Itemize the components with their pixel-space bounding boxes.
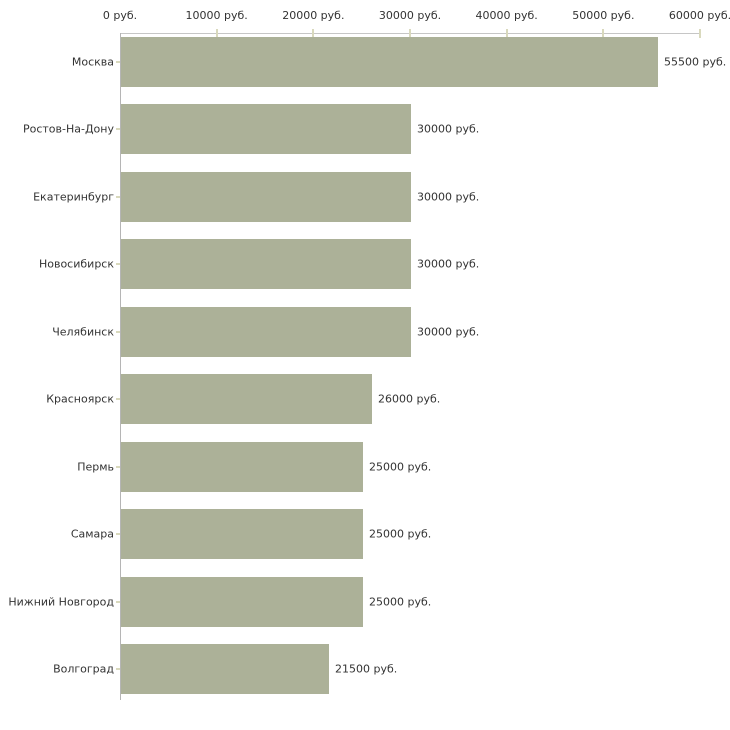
bar — [121, 171, 411, 222]
category-label: Челябинск — [52, 325, 114, 338]
bar — [121, 104, 411, 154]
bar — [121, 509, 363, 559]
bar-row: Новосибирск 30000 руб. — [0, 230, 730, 298]
value-label: 30000 руб. — [417, 325, 480, 338]
category-label: Ростов-На-Дону — [22, 122, 114, 136]
bar-row: Пермь 25000 руб. — [0, 433, 730, 501]
y-tick-mark — [116, 398, 120, 400]
y-tick-mark — [116, 128, 120, 130]
bar-row: Екатеринбург 30000 руб. — [0, 163, 730, 231]
x-tick-mark — [312, 29, 315, 38]
category-label: Екатеринбург — [33, 190, 114, 203]
bar — [121, 441, 363, 492]
y-tick-mark — [116, 60, 120, 63]
value-label: 21500 руб. — [335, 662, 398, 676]
value-label: 30000 руб. — [417, 257, 480, 271]
category-label: Самара — [70, 527, 114, 541]
y-tick-mark — [116, 263, 120, 265]
bar — [121, 576, 363, 627]
x-tick-mark — [699, 29, 701, 38]
y-tick-mark — [116, 600, 120, 603]
value-label: 26000 руб. — [378, 392, 441, 406]
bar-row: Челябинск 30000 руб. — [0, 298, 730, 366]
value-label: 30000 руб. — [417, 122, 480, 136]
x-tick-label: 50000 руб. — [572, 9, 635, 22]
value-label: 30000 руб. — [417, 190, 480, 203]
x-tick-mark — [215, 29, 218, 38]
bar-row: Красноярск 26000 руб. — [0, 365, 730, 433]
value-label: 25000 руб. — [369, 595, 432, 608]
bar-row: Волгоград 21500 руб. — [0, 635, 730, 703]
bar-row: Нижний Новгород 25000 руб. — [0, 568, 730, 636]
bar — [121, 306, 411, 357]
bar — [121, 644, 329, 694]
y-tick-mark — [116, 533, 120, 535]
y-tick-mark — [116, 195, 120, 198]
x-tick-label: 60000 руб. — [668, 9, 730, 22]
x-tick-label: 30000 руб. — [378, 9, 442, 22]
category-label: Пермь — [77, 460, 114, 473]
y-axis-line — [120, 33, 121, 700]
value-label: 55500 руб. — [664, 55, 727, 68]
y-tick-mark — [116, 330, 120, 333]
x-tick-mark — [505, 29, 508, 38]
value-label: 25000 руб. — [369, 460, 432, 473]
bar-row: Самара 25000 руб. — [0, 500, 730, 568]
x-tick-label: 20000 руб. — [282, 9, 345, 22]
bar — [121, 374, 372, 424]
category-label: Волгоград — [53, 662, 114, 676]
category-label: Новосибирск — [38, 257, 114, 271]
category-label: Нижний Новгород — [8, 595, 114, 608]
category-label: Москва — [71, 55, 114, 68]
x-tick-mark — [602, 29, 605, 38]
y-tick-mark — [116, 668, 120, 670]
x-tick-label: 10000 руб. — [185, 9, 248, 22]
bar — [121, 239, 411, 289]
category-label: Красноярск — [46, 392, 114, 406]
bar — [121, 36, 658, 87]
y-tick-mark — [116, 465, 120, 468]
x-tick-mark — [409, 29, 411, 38]
bar-row: Ростов-На-Дону 30000 руб. — [0, 95, 730, 163]
bar-row: Москва 55500 руб. — [0, 28, 730, 96]
x-tick-label: 0 руб. — [102, 9, 138, 22]
value-label: 25000 руб. — [369, 527, 432, 541]
x-tick-label: 40000 руб. — [475, 9, 538, 22]
